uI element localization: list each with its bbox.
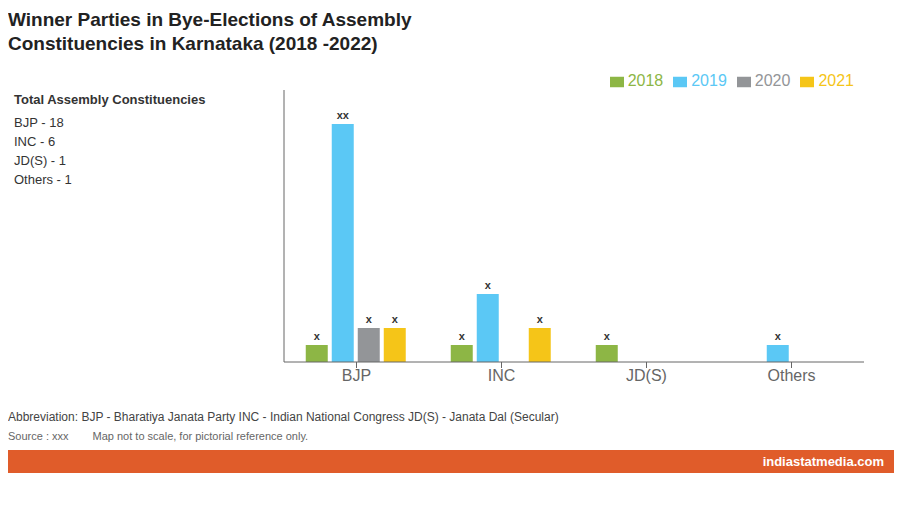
html-text:BJP - 18: BJP - 18 <box>14 115 64 130</box>
html-text:Total Assembly Constituencies: Total Assembly Constituencies <box>14 92 206 107</box>
html-text:Map not to scale, for pictoria: Map not to scale, for pictorial referenc… <box>92 430 309 442</box>
html-text:Abbreviation: BJP - Bharatiya: Abbreviation: BJP - Bharatiya Janata Par… <box>8 410 559 424</box>
html-text:JD(S) - 1: JD(S) - 1 <box>14 153 66 168</box>
html-text:2021: 2021 <box>818 72 854 89</box>
svg-text:x: x <box>604 330 611 342</box>
svg-text:x: x <box>537 313 544 325</box>
svg-text:INC: INC <box>488 367 516 384</box>
html-text:2019: 2019 <box>691 72 727 89</box>
svg-text:BJP: BJP <box>342 367 371 384</box>
html-text:Source : xxx: Source : xxx <box>8 430 69 442</box>
html-text:INC - 6: INC - 6 <box>14 134 56 149</box>
html-text:indiastatmedia.com: indiastatmedia.com <box>762 454 884 469</box>
html-text:2018: 2018 <box>627 72 664 89</box>
html-text:2020: 2020 <box>754 72 791 89</box>
svg-text:Others: Others <box>767 367 815 384</box>
svg-text:JD(S): JD(S) <box>626 367 667 384</box>
svg-text:x: x <box>459 330 466 342</box>
svg-text:xx: xx <box>337 109 350 121</box>
svg-text:x: x <box>485 279 492 291</box>
svg-text:x: x <box>775 330 782 342</box>
svg-text:x: x <box>366 313 373 325</box>
svg-text:x: x <box>314 330 321 342</box>
svg-text:x: x <box>392 313 399 325</box>
html-text:Winner Parties in Bye-Election: Winner Parties in Bye-Elections of Assem… <box>8 9 412 30</box>
html-text:Constituencies in Karnataka (2: Constituencies in Karnataka (2018 -2022) <box>8 33 378 54</box>
html-text:Others - 1: Others - 1 <box>14 172 72 187</box>
